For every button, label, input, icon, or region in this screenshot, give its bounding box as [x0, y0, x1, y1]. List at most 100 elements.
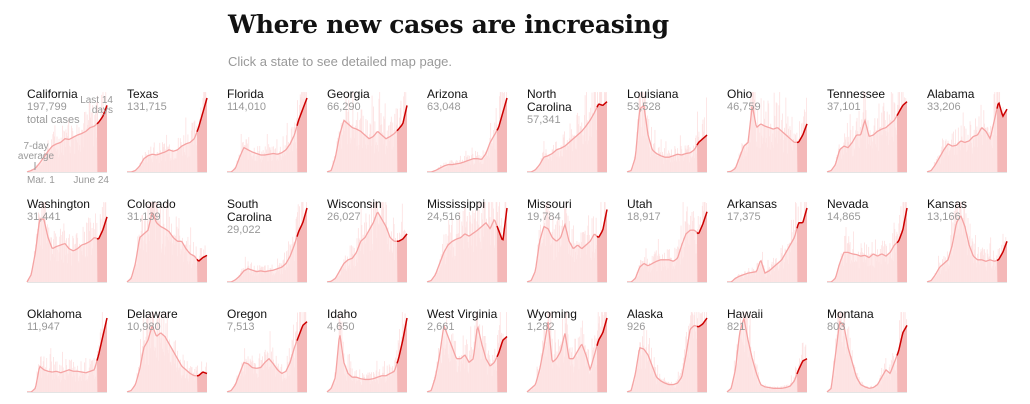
total-cases: 57,341 [527, 114, 561, 126]
state-name: Hawaii 821 [727, 308, 805, 334]
total-cases: 11,947 [27, 321, 60, 333]
state-name: Wisconsin 26,027 [327, 198, 405, 224]
state-chart-kansas[interactable]: Kansas 13,166 [926, 196, 1011, 283]
state-chart-washington[interactable]: Washington 31,441 [26, 196, 111, 283]
average-area [27, 318, 107, 392]
state-chart-texas[interactable]: Texas 131,715 [127, 86, 211, 173]
state-chart-montana[interactable]: Montana 803 [826, 306, 911, 393]
state-name: Missouri 19,784 [527, 198, 605, 224]
state-chart-utah[interactable]: Utah 18,917 [627, 196, 711, 283]
state-chart-oregon[interactable]: Oregon 7,513 [226, 306, 311, 393]
state-chart-california[interactable]: California 197,799 total cases Last 14 days… [18, 86, 113, 186]
seven-day-average-line [227, 236, 298, 283]
average-area [827, 101, 907, 172]
total-cases: 19,784 [527, 211, 561, 223]
last-14-days-shade [697, 135, 707, 172]
total-cases: 197,799 [27, 101, 67, 113]
state-chart-south-carolina[interactable]: South Carolina 29,022 [227, 196, 311, 283]
seven-day-average-line [526, 222, 598, 283]
seven-day-average-line [427, 130, 498, 173]
seven-day-average-line [227, 125, 298, 173]
sparkline-chart [226, 312, 308, 393]
state-chart-georgia[interactable]: Georgia 66,290 [326, 86, 411, 173]
state-chart-wisconsin[interactable]: Wisconsin 26,027 [326, 196, 411, 283]
last-14-days-line [596, 317, 608, 346]
last-14-days-line [96, 317, 108, 361]
total-cases: 66,290 [327, 101, 361, 113]
seven-day-average-line [526, 321, 598, 393]
state-chart-arkansas[interactable]: Arkansas 17,375 [727, 196, 811, 283]
seven-day-average-line [126, 211, 198, 283]
state-chart-colorado[interactable]: Colorado 31,139 [126, 196, 211, 283]
seven-day-average-line [627, 229, 698, 283]
average-area [527, 101, 607, 172]
state-name: Oklahoma 11,947 [27, 308, 105, 334]
state-name: West Virginia 2,661 [427, 308, 505, 334]
state-chart-missouri[interactable]: Missouri 19,784 [526, 196, 611, 283]
daily-case-bar [379, 92, 381, 172]
average-area [327, 318, 407, 392]
sparkline-chart [427, 92, 508, 173]
average-area [227, 98, 307, 172]
seven-day-average-line [426, 218, 498, 283]
last-14-days-line [596, 209, 608, 238]
sparkline-chart [926, 202, 1008, 283]
seven-day-average-line [727, 228, 798, 283]
state-chart-delaware[interactable]: Delaware 10,980 [126, 306, 211, 393]
average-area [527, 318, 607, 392]
seven-day-average-line [826, 115, 898, 173]
state-chart-ohio[interactable]: Ohio 46,759 [726, 86, 811, 173]
total-cases: 53,528 [627, 101, 661, 113]
state-chart-wyoming[interactable]: Wyoming 1,282 [526, 306, 611, 393]
last-14-days-shade [397, 318, 407, 392]
state-chart-oklahoma[interactable]: Oklahoma 11,947 [27, 306, 111, 393]
sparkline-chart [726, 92, 808, 173]
average-area [227, 321, 307, 392]
state-chart-mississippi[interactable]: Mississippi 24,516 [426, 196, 511, 283]
total-cases: 18,917 [627, 211, 661, 223]
state-name: Colorado 31,139 [127, 198, 205, 224]
total-cases: 13,166 [927, 211, 961, 223]
last-14-days-shade [497, 98, 507, 172]
state-name: Ohio 46,759 [727, 88, 805, 114]
state-chart-arizona[interactable]: Arizona 63,048 [427, 86, 511, 173]
last-14-days-line [896, 325, 908, 356]
state-name: Arizona 63,048 [427, 88, 505, 114]
state-chart-nevada[interactable]: Nevada 14,865 [827, 196, 911, 283]
total-cases: 114,010 [227, 101, 266, 113]
state-chart-north-carolina[interactable]: North Carolina 57,341 [527, 86, 611, 173]
sparkline-chart [827, 202, 908, 283]
state-chart-tennessee[interactable]: Tennessee 37,101 [826, 86, 911, 173]
sparkline-chart [526, 202, 608, 283]
total-cases: 17,375 [727, 211, 761, 223]
state-chart-alabama[interactable]: Alabama 33,206 [926, 86, 1011, 173]
seven-day-average-line [926, 108, 998, 173]
last-14-days-shade [697, 318, 707, 392]
state-name: Florida 114,010 [227, 88, 305, 114]
state-chart-idaho[interactable]: Idaho 4,650 [326, 306, 411, 393]
state-name: Nevada 14,865 [827, 198, 905, 224]
sparkline-chart [627, 202, 708, 283]
state-chart-louisiana[interactable]: Louisiana 53,528 [626, 86, 711, 173]
last-14-days-line [296, 97, 308, 126]
last-14-days-shade [897, 101, 907, 172]
page-title: Where new cases are increasing [228, 10, 669, 39]
last-14-days-shade [297, 98, 307, 172]
state-chart-west-virginia[interactable]: West Virginia 2,661 [426, 306, 511, 393]
state-name: Texas 131,715 [127, 88, 205, 114]
sparkline-chart [926, 92, 1008, 173]
state-chart-hawaii[interactable]: Hawaii 821 [726, 306, 811, 393]
average-area [227, 208, 307, 282]
average-area [727, 107, 807, 172]
last-14-days-line [396, 317, 408, 364]
state-chart-alaska[interactable]: Alaska 926 [626, 306, 711, 393]
page-subtitle: Click a state to see detailed map page. [228, 54, 453, 69]
total-cases: 821 [727, 321, 746, 333]
state-name: California 197,799 total cases [27, 88, 105, 127]
sparkline-chart [826, 312, 908, 393]
last-14-days-line [396, 105, 408, 132]
state-name: Oregon 7,513 [227, 308, 305, 334]
average-area [427, 98, 507, 172]
total-cases: 63,048 [427, 101, 461, 113]
state-chart-florida[interactable]: Florida 114,010 [227, 86, 311, 173]
